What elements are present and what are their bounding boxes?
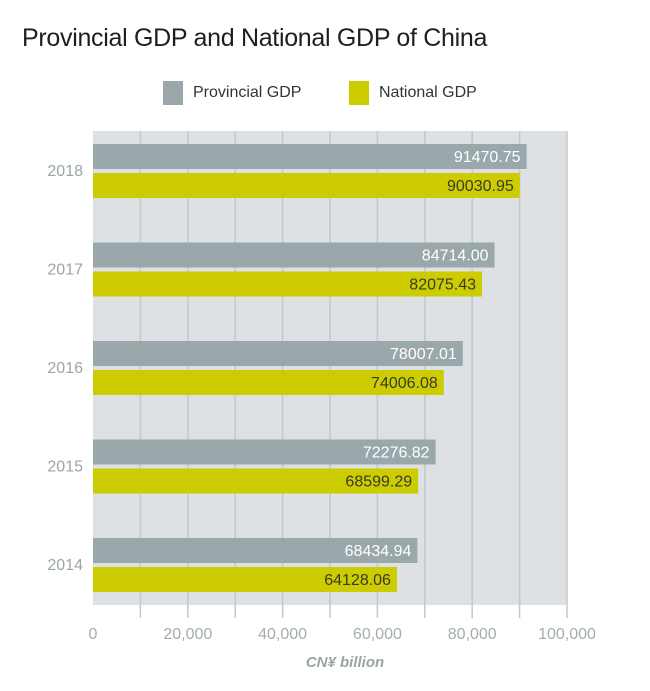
chart-title: Provincial GDP and National GDP of China — [22, 24, 488, 52]
x-tick-label: 0 — [89, 626, 98, 643]
bar-provincial — [93, 538, 418, 563]
data-label: 78007.01 — [390, 346, 457, 363]
category-label: 2016 — [47, 360, 83, 377]
data-label: 90030.95 — [447, 178, 514, 195]
legend-item-national: National GDP — [349, 81, 477, 105]
category-label: 2018 — [47, 163, 83, 180]
legend-swatch-provincial — [163, 81, 183, 105]
bar-national — [93, 567, 397, 592]
bar-national — [93, 468, 419, 494]
data-label: 72276.82 — [363, 445, 430, 462]
x-tick-label: 80,000 — [448, 626, 497, 643]
data-label: 84714.00 — [422, 248, 489, 265]
bar-provincial — [93, 242, 495, 268]
data-label: 82075.43 — [409, 277, 476, 294]
data-label: 64128.06 — [324, 572, 391, 589]
legend-swatch-national — [349, 81, 369, 105]
bar-national — [93, 271, 483, 297]
bar-national — [93, 173, 520, 198]
x-tick-label: 20,000 — [163, 626, 212, 643]
x-axis-label: CN¥ billion — [306, 654, 384, 671]
legend-label-provincial: Provincial GDP — [193, 84, 302, 101]
bar-provincial — [93, 341, 463, 366]
data-label: 68434.94 — [345, 543, 412, 560]
legend-item-provincial: Provincial GDP — [163, 81, 301, 105]
bar-provincial — [93, 439, 436, 465]
x-tick-label: 40,000 — [258, 626, 307, 643]
data-label: 68599.29 — [345, 474, 412, 491]
data-label: 91470.75 — [454, 149, 521, 166]
category-label: 2015 — [47, 459, 83, 476]
category-label: 2014 — [47, 557, 83, 574]
data-label: 74006.08 — [371, 375, 438, 392]
category-label: 2017 — [47, 262, 83, 279]
x-tick-label: 100,000 — [538, 626, 596, 643]
x-tick-label: 60,000 — [353, 626, 402, 643]
bar-provincial — [93, 144, 527, 169]
legend-label-national: National GDP — [379, 84, 477, 101]
bar-national — [93, 370, 444, 395]
